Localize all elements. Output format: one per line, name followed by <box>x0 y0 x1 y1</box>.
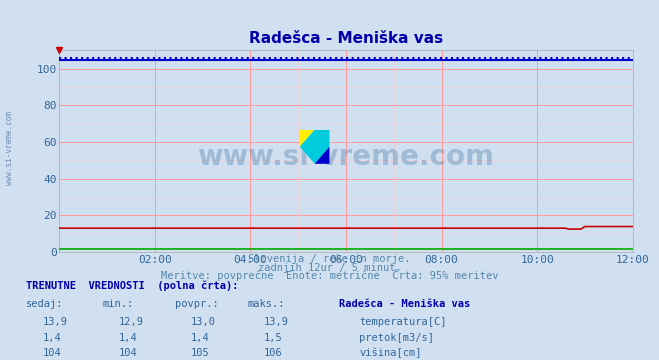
Text: zadnjih 12ur / 5 minut.: zadnjih 12ur / 5 minut. <box>258 263 401 273</box>
Text: 106: 106 <box>264 348 282 359</box>
Text: www.si-vreme.com: www.si-vreme.com <box>198 143 494 171</box>
Text: povpr.:: povpr.: <box>175 300 218 310</box>
Text: 104: 104 <box>119 348 137 359</box>
Text: TRENUTNE  VREDNOSTI  (polna črta):: TRENUTNE VREDNOSTI (polna črta): <box>26 281 239 292</box>
Text: maks.:: maks.: <box>247 300 285 310</box>
Polygon shape <box>300 130 315 147</box>
Text: sedaj:: sedaj: <box>26 300 64 310</box>
Text: 1,4: 1,4 <box>119 333 137 343</box>
Text: 13,9: 13,9 <box>264 317 289 327</box>
Text: temperatura[C]: temperatura[C] <box>359 317 447 327</box>
Text: 1,4: 1,4 <box>43 333 61 343</box>
Text: 105: 105 <box>191 348 210 359</box>
Text: www.si-vreme.com: www.si-vreme.com <box>5 111 14 185</box>
Text: 104: 104 <box>43 348 61 359</box>
Polygon shape <box>315 147 330 164</box>
Text: 12,9: 12,9 <box>119 317 144 327</box>
Text: 1,4: 1,4 <box>191 333 210 343</box>
Text: višina[cm]: višina[cm] <box>359 348 422 359</box>
Text: 13,0: 13,0 <box>191 317 216 327</box>
Polygon shape <box>300 130 330 164</box>
Text: Radešca - Meniška vas: Radešca - Meniška vas <box>339 300 471 310</box>
Text: min.:: min.: <box>102 300 133 310</box>
Title: Radešca - Meniška vas: Radešca - Meniška vas <box>249 31 443 46</box>
Text: 13,9: 13,9 <box>43 317 68 327</box>
Text: 1,5: 1,5 <box>264 333 282 343</box>
Text: Meritve: povprečne  Enote: metrične  Črta: 95% meritev: Meritve: povprečne Enote: metrične Črta:… <box>161 269 498 282</box>
Text: Slovenija / reke in morje.: Slovenija / reke in morje. <box>248 254 411 264</box>
Text: pretok[m3/s]: pretok[m3/s] <box>359 333 434 343</box>
